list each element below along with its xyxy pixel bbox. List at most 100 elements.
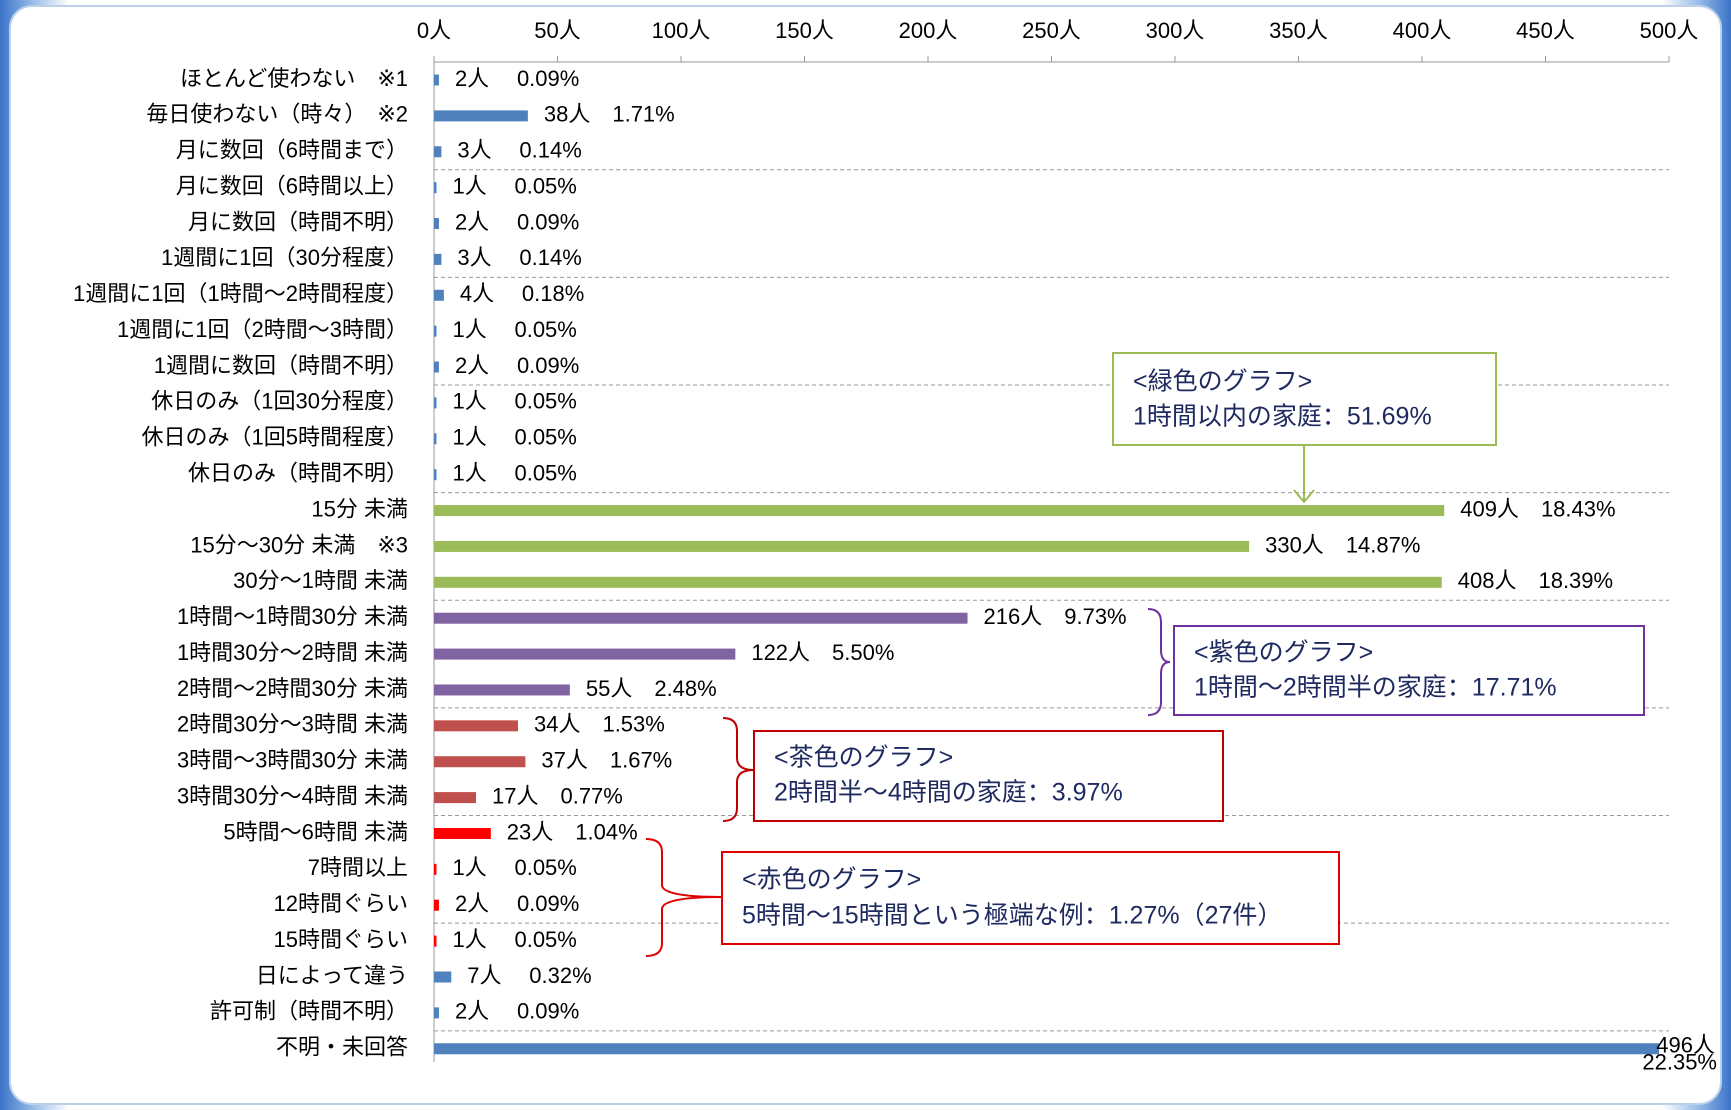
- value-label: 1人: [452, 927, 486, 952]
- bar: [434, 756, 526, 768]
- value-label: 409人: [1460, 496, 1519, 521]
- x-tick-label: 400人: [1393, 18, 1452, 43]
- share-label: 0.14%: [519, 138, 581, 163]
- y-tick-label: 休日のみ（1回5時間程度）: [142, 425, 408, 450]
- share-label: 0.09%: [517, 891, 579, 916]
- y-tick-label: 1時間～1時間30分 未満: [177, 604, 408, 629]
- share-label: 0.05%: [514, 927, 576, 952]
- share-label: 0.18%: [522, 281, 584, 306]
- x-tick-label: 350人: [1269, 18, 1328, 43]
- bar: [434, 648, 736, 660]
- bar: [434, 720, 518, 732]
- value-label: 1人: [452, 425, 486, 450]
- share-label: 14.87%: [1346, 532, 1421, 557]
- annotation-box: [721, 851, 1340, 945]
- bracket: [645, 838, 723, 957]
- value-label: 496人: [1656, 1033, 1715, 1058]
- share-label: 9.73%: [1064, 604, 1126, 629]
- x-tick-label: 50人: [534, 18, 580, 43]
- annotation-box: [753, 730, 1224, 822]
- y-tick-label: 月に数回（時間不明）: [188, 209, 408, 234]
- annotation-text: 1時間以内の家庭：51.69%: [1133, 403, 1432, 431]
- share-label: 0.09%: [517, 353, 579, 378]
- y-tick-label: 15分 未満: [311, 496, 408, 521]
- x-tick-label: 0人: [417, 18, 451, 43]
- y-tick-label: 15時間ぐらい: [274, 927, 408, 952]
- y-tick-label: ほとんど使わない ※1: [180, 66, 408, 91]
- share-label: 0.14%: [519, 245, 581, 270]
- annotation-text: 5時間～15時間という極端な例：1.27%（27件）: [742, 902, 1282, 930]
- y-tick-label: 5時間～6時間 未満: [223, 819, 408, 844]
- x-tick-label: 250人: [1022, 18, 1081, 43]
- x-tick-label: 100人: [652, 18, 711, 43]
- bar: [434, 899, 439, 911]
- share-label: 18.43%: [1541, 496, 1616, 521]
- share-label: 5.50%: [832, 640, 894, 665]
- bar: [434, 935, 437, 947]
- value-label: 1人: [452, 460, 486, 485]
- bar: [434, 433, 437, 445]
- value-label: 7人: [467, 963, 501, 988]
- value-label: 1人: [452, 317, 486, 342]
- x-tick-label: 450人: [1516, 18, 1575, 43]
- y-tick-label: 1時間30分～2時間 未満: [177, 640, 408, 665]
- x-tick-label: 150人: [775, 18, 834, 43]
- y-tick-label: 毎日使わない（時々） ※2: [146, 102, 408, 127]
- y-tick-label: 月に数回（6時間以上）: [176, 173, 408, 198]
- bar: [434, 289, 444, 301]
- value-label: 38人: [544, 102, 590, 127]
- annotation-title: <紫色のグラフ>: [1194, 639, 1373, 667]
- value-label: 17人: [492, 783, 538, 808]
- y-tick-label: 1週間に数回（時間不明）: [154, 353, 408, 378]
- bar: [434, 325, 437, 337]
- annotation-box: [1173, 625, 1645, 716]
- bar: [434, 792, 476, 804]
- bar: [434, 146, 442, 158]
- value-label: 3人: [457, 245, 491, 270]
- share-label: 0.09%: [517, 209, 579, 234]
- y-tick-label: 不明・未回答: [276, 1035, 408, 1060]
- bar: [434, 684, 570, 696]
- value-label: 122人: [751, 640, 810, 665]
- y-tick-label: 月に数回（6時間まで）: [176, 138, 408, 163]
- y-tick-label: 7時間以上: [308, 855, 408, 880]
- y-tick-label: 1週間に1回（2時間～3時間）: [117, 317, 408, 342]
- y-tick-label: 30分～1時間 未満: [233, 568, 408, 593]
- bar: [434, 576, 1442, 588]
- value-label: 2人: [455, 999, 489, 1024]
- value-label: 408人: [1458, 568, 1517, 593]
- bar: [434, 505, 1445, 517]
- x-tick-label: 300人: [1146, 18, 1205, 43]
- bar: [434, 74, 439, 86]
- bar: [434, 827, 491, 839]
- value-label: 1人: [452, 389, 486, 414]
- value-label: 34人: [534, 712, 580, 737]
- value-label: 23人: [507, 819, 553, 844]
- value-label: 55人: [586, 676, 632, 701]
- y-tick-label: 12時間ぐらい: [274, 891, 408, 916]
- y-tick-label: 休日のみ（時間不明）: [188, 460, 408, 485]
- bar: [434, 110, 528, 122]
- arrow: [1293, 445, 1315, 504]
- share-label: 1.53%: [602, 712, 664, 737]
- share-label: 1.04%: [575, 819, 637, 844]
- value-label: 4人: [460, 281, 494, 306]
- bar: [434, 863, 437, 875]
- bar: [434, 540, 1250, 552]
- share-label: 1.71%: [612, 102, 674, 127]
- value-label: 1人: [452, 855, 486, 880]
- bracket: [722, 717, 755, 822]
- share-label: 1.67%: [610, 748, 672, 773]
- x-tick-label: 200人: [899, 18, 958, 43]
- bar: [434, 397, 437, 409]
- value-label: 216人: [984, 604, 1043, 629]
- bar: [434, 469, 437, 481]
- y-tick-label: 1週間に1回（30分程度）: [161, 245, 408, 270]
- share-label: 0.05%: [514, 425, 576, 450]
- y-tick-label: 2時間～2時間30分 未満: [177, 676, 408, 701]
- annotation-text: 1時間～2時間半の家庭：17.71%: [1194, 674, 1557, 702]
- y-tick-label: 1週間に1回（1時間～2時間程度）: [73, 281, 408, 306]
- x-tick-label: 500人: [1640, 18, 1699, 43]
- share-label: 0.05%: [514, 317, 576, 342]
